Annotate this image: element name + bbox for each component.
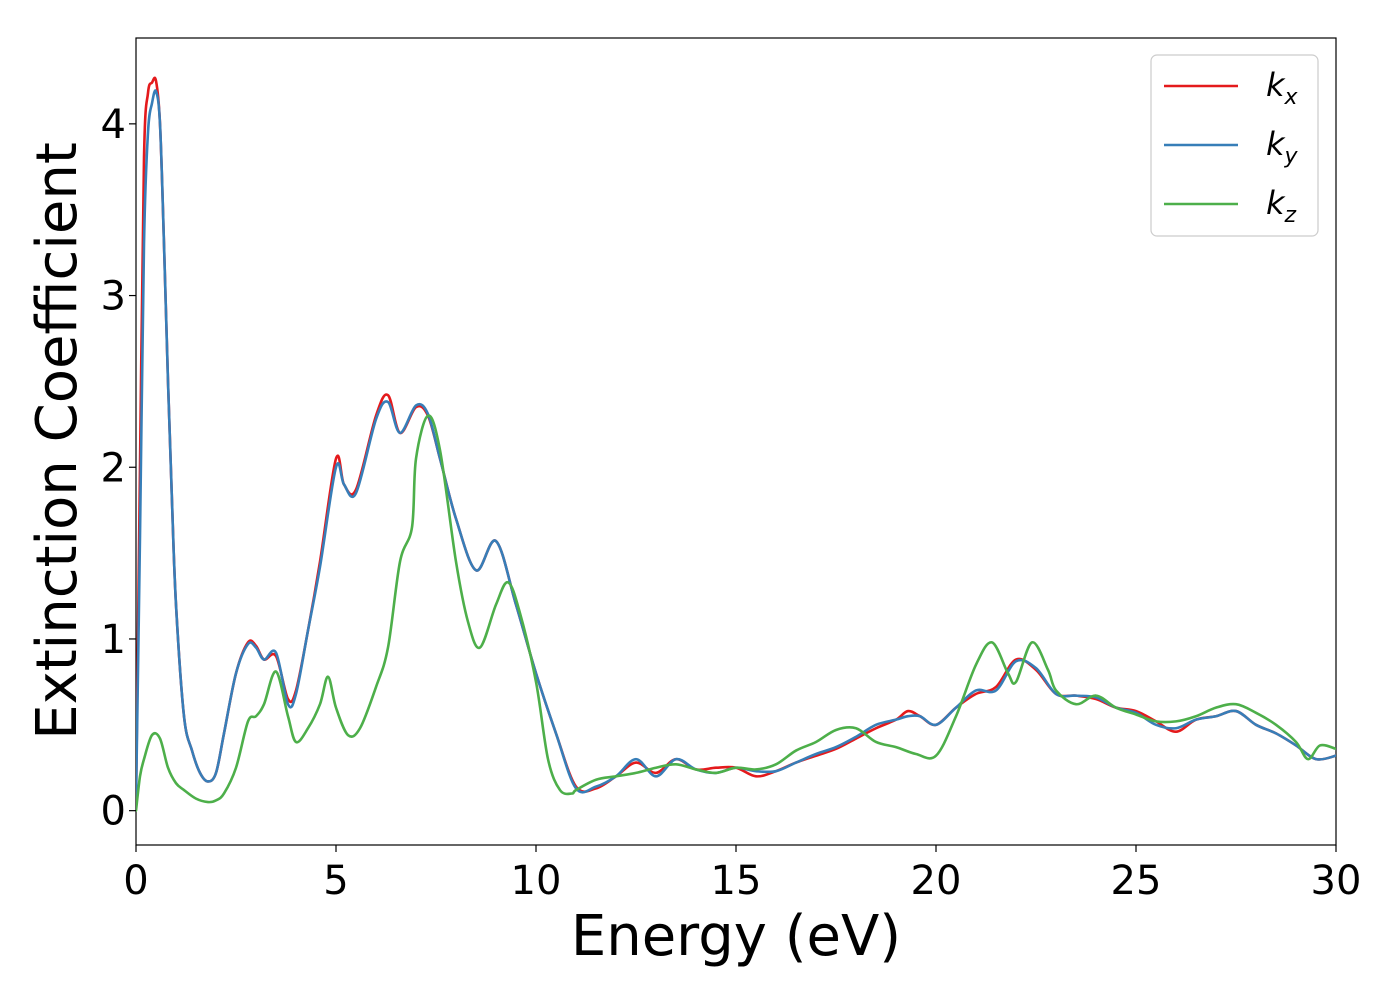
- x-tick-label: 20: [911, 858, 962, 904]
- y-tick-label: 0: [101, 789, 126, 835]
- tick-layer: 0 5 10 15 20 25 30 0 1 2 3 4: [101, 102, 1362, 904]
- y-tick-label: 2: [101, 445, 126, 491]
- legend: kx ky kz: [1150, 54, 1319, 237]
- y-axis-title: Extinction Coefficient: [25, 142, 90, 740]
- legend-label-kz: kz: [1266, 184, 1297, 228]
- x-tick-label: 15: [711, 858, 762, 904]
- x-tick-label: 10: [511, 858, 562, 904]
- series-line-ky: [136, 89, 1336, 804]
- legend-label-ky: ky: [1266, 125, 1299, 169]
- y-tick-label: 3: [101, 274, 126, 320]
- series-line-kz: [136, 414, 1336, 812]
- x-tick-label: 25: [1111, 858, 1162, 904]
- x-tick-label: 5: [323, 858, 348, 904]
- y-tick-label: 4: [101, 102, 126, 148]
- legend-label-kx: kx: [1266, 66, 1299, 110]
- y-tick-label: 1: [101, 617, 126, 663]
- x-tick-label: 0: [123, 858, 148, 904]
- series-layer: [136, 76, 1336, 812]
- x-tick-label: 30: [1311, 858, 1362, 904]
- x-axis-title: Energy (eV): [571, 904, 901, 969]
